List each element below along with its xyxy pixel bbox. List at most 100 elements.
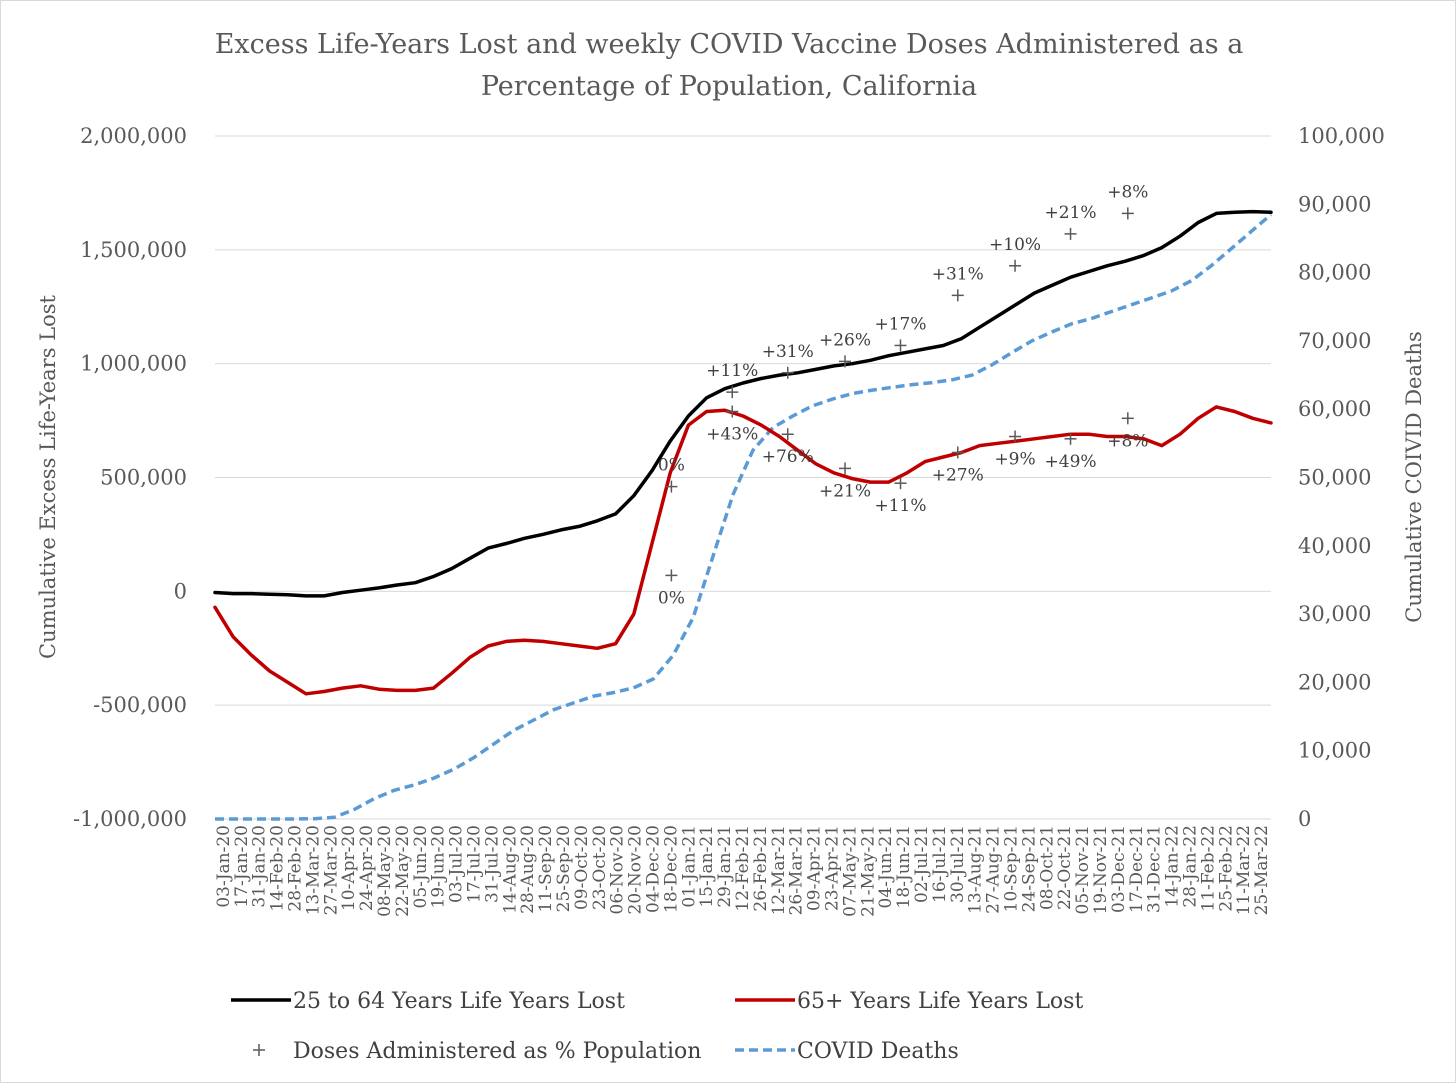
x-tick-label: 14-Jan-22 — [1163, 825, 1183, 908]
x-tick-label: 31-Dec-21 — [1145, 825, 1165, 913]
dose-marker: +21% — [819, 462, 871, 501]
dose-label: +43% — [706, 424, 758, 444]
x-tick-label: 27-Aug-21 — [984, 825, 1004, 914]
x-tick-label: 09-Apr-21 — [805, 825, 825, 911]
legend-label-25-64: 25 to 64 Years Life Years Lost — [293, 989, 625, 1014]
dose-marker: +49% — [1045, 432, 1097, 472]
x-tick-label: 13-Aug-21 — [966, 825, 986, 914]
x-tick-label: 19-Jun-20 — [429, 825, 449, 908]
x-tick-label: 04-Dec-20 — [644, 825, 664, 913]
legend-item-doses[interactable]: Doses Administered as % Population — [253, 1039, 701, 1064]
x-tick-label: 03-Jul-20 — [447, 825, 467, 903]
x-tick-label: 31-Jul-20 — [482, 825, 502, 903]
x-tick-label: 06-Nov-20 — [608, 825, 628, 914]
legend-item-covid-deaths[interactable]: COVID Deaths — [735, 1039, 959, 1064]
right-tick-label: 10,000 — [1298, 739, 1371, 763]
x-tick-label: 31-Jan-20 — [250, 825, 270, 908]
right-tick-label: 80,000 — [1298, 261, 1371, 285]
dose-label: +10% — [989, 235, 1041, 255]
legend-item-65plus[interactable]: 65+ Years Life Years Lost — [735, 989, 1083, 1014]
x-tick-label: 23-Apr-21 — [822, 825, 842, 911]
x-tick-label: 05-Nov-21 — [1073, 825, 1093, 914]
series-line-25-64 — [213, 209, 1273, 598]
dose-label: +17% — [874, 314, 926, 334]
right-tick-label: 20,000 — [1298, 670, 1371, 694]
gridlines — [215, 135, 1271, 820]
x-tick-label: 04-Jun-21 — [876, 825, 896, 908]
x-tick-label: 09-Oct-20 — [572, 825, 592, 910]
x-tick-label: 10-Sep-21 — [1001, 825, 1021, 912]
dose-marker: +8% — [1107, 412, 1148, 451]
legend: 25 to 64 Years Life Years Lost 65+ Years… — [231, 989, 1083, 1064]
dose-marker: 0% — [658, 569, 685, 608]
x-tick-label: 11-Sep-20 — [536, 825, 556, 912]
right-tick-label: 40,000 — [1298, 534, 1371, 558]
x-tick-label: 28-Jan-22 — [1180, 825, 1200, 908]
chart-title-line-1: Excess Life-Years Lost and weekly COVID … — [215, 29, 1244, 60]
left-tick-label: -500,000 — [93, 693, 187, 717]
x-tick-label: 11-Mar-22 — [1234, 825, 1254, 915]
x-tick-label: 16-Jul-21 — [930, 825, 950, 903]
x-tick-label: 17-Jan-20 — [232, 825, 252, 908]
x-tick-label: 24-Sep-21 — [1019, 825, 1039, 912]
x-tick-label: 02-Jul-21 — [912, 825, 932, 903]
dose-marker: +26% — [819, 330, 871, 368]
dose-marker: +9% — [994, 430, 1036, 470]
dose-label: +8% — [1107, 182, 1148, 202]
left-tick-label: 0 — [174, 579, 187, 603]
right-tick-label: 60,000 — [1298, 397, 1371, 421]
x-tick-label: 08-Oct-21 — [1037, 825, 1057, 910]
dose-marker: +31% — [932, 264, 984, 302]
right-tick-label: 100,000 — [1298, 124, 1385, 148]
left-tick-label: 1,000,000 — [80, 352, 187, 376]
x-tick-label: 17-Jul-20 — [465, 825, 485, 903]
x-tick-label: 28-Aug-20 — [518, 825, 538, 914]
dose-label: +8% — [1107, 431, 1148, 451]
dose-label: +31% — [762, 342, 814, 362]
x-tick-label: 17-Dec-21 — [1127, 825, 1147, 913]
right-tick-label: 90,000 — [1298, 192, 1371, 216]
x-tick-label: 25-Mar-22 — [1252, 825, 1272, 915]
x-tick-label: 24-Apr-20 — [357, 825, 377, 911]
x-tick-label: 23-Oct-20 — [590, 825, 610, 910]
dose-label: +49% — [1045, 452, 1097, 472]
dose-label: +76% — [762, 447, 814, 467]
dose-marker: +21% — [1045, 203, 1097, 240]
x-tick-label: 18-Jun-21 — [894, 825, 914, 908]
left-tick-label: 1,500,000 — [80, 238, 187, 262]
x-tick-label: 22-Oct-21 — [1055, 825, 1075, 910]
dose-label: +11% — [874, 496, 926, 516]
legend-swatch-doses — [253, 1044, 265, 1056]
x-tick-label: 19-Nov-21 — [1091, 825, 1111, 914]
dose-label: 0% — [658, 456, 685, 476]
dose-marker: 0% — [658, 456, 685, 493]
x-tick-label: 03-Jan-20 — [214, 825, 234, 908]
x-tick-label: 11-Feb-22 — [1198, 825, 1218, 912]
series-line-covid-deaths — [215, 213, 1273, 821]
left-tick-label: -1,000,000 — [73, 807, 187, 831]
dose-label: +31% — [932, 264, 984, 284]
dose-markers: 0%0%+11%+43%+31%+76%+26%+21%+17%+11%+31%… — [658, 182, 1149, 608]
legend-item-25-64[interactable]: 25 to 64 Years Life Years Lost — [231, 989, 625, 1014]
right-axis-title: Cumulative COIVID Deaths — [1402, 331, 1426, 622]
series-layer — [213, 209, 1273, 821]
dose-label: 0% — [658, 588, 685, 608]
x-tick-label: 25-Feb-22 — [1216, 825, 1236, 912]
x-tick-label: 22-May-20 — [393, 825, 413, 917]
x-tick-label: 25-Sep-20 — [554, 825, 574, 912]
x-tick-label: 08-May-20 — [375, 825, 395, 917]
x-tick-label: 10-Apr-20 — [339, 825, 359, 911]
x-tick-label: 20-Nov-20 — [626, 825, 646, 914]
right-tick-label: 70,000 — [1298, 329, 1371, 353]
x-tick-label: 27-Mar-20 — [321, 825, 341, 915]
x-tick-label: 12-Mar-21 — [769, 825, 789, 915]
x-tick-label: 21-May-21 — [858, 825, 878, 917]
x-tick-label: 14-Feb-20 — [268, 825, 288, 912]
x-tick-label: 03-Dec-21 — [1109, 825, 1129, 913]
x-tick-label: 12-Feb-21 — [733, 825, 753, 912]
chart-title-line-2: Percentage of Population, California — [481, 71, 977, 102]
dose-marker: +17% — [874, 314, 927, 352]
left-axis-ticks: -1,000,000 -500,000 0 500,000 1,000,000 1,500… — [73, 124, 187, 831]
